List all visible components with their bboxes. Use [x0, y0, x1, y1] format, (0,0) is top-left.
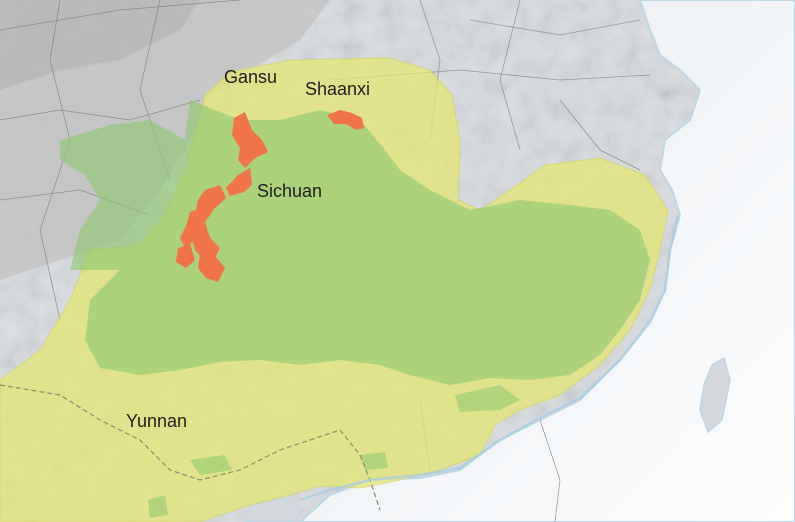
highlight-range	[176, 110, 364, 282]
core-range-patch	[190, 455, 232, 475]
label-yunnan: Yunnan	[126, 411, 188, 431]
province-border	[0, 384, 381, 511]
label-sichuan: Sichuan	[257, 181, 323, 201]
coastline	[299, 214, 680, 502]
highlight-patch	[327, 110, 364, 130]
highlight-patch	[232, 112, 268, 168]
highlight-patch	[198, 255, 225, 282]
highlight-patch	[180, 208, 205, 248]
taiwan-island	[699, 356, 731, 434]
label-gansu: Gansu	[224, 67, 278, 87]
label-shaanxi: Shaanxi	[305, 79, 371, 99]
highlight-patch	[190, 185, 226, 262]
highlight-patch	[226, 168, 252, 196]
high-plateau	[0, 0, 200, 90]
core-range-patch	[360, 452, 388, 470]
highlight-patch	[176, 244, 195, 268]
core-range-patch	[148, 495, 168, 518]
core-range-area	[60, 100, 650, 385]
core-range-patch	[455, 385, 520, 412]
